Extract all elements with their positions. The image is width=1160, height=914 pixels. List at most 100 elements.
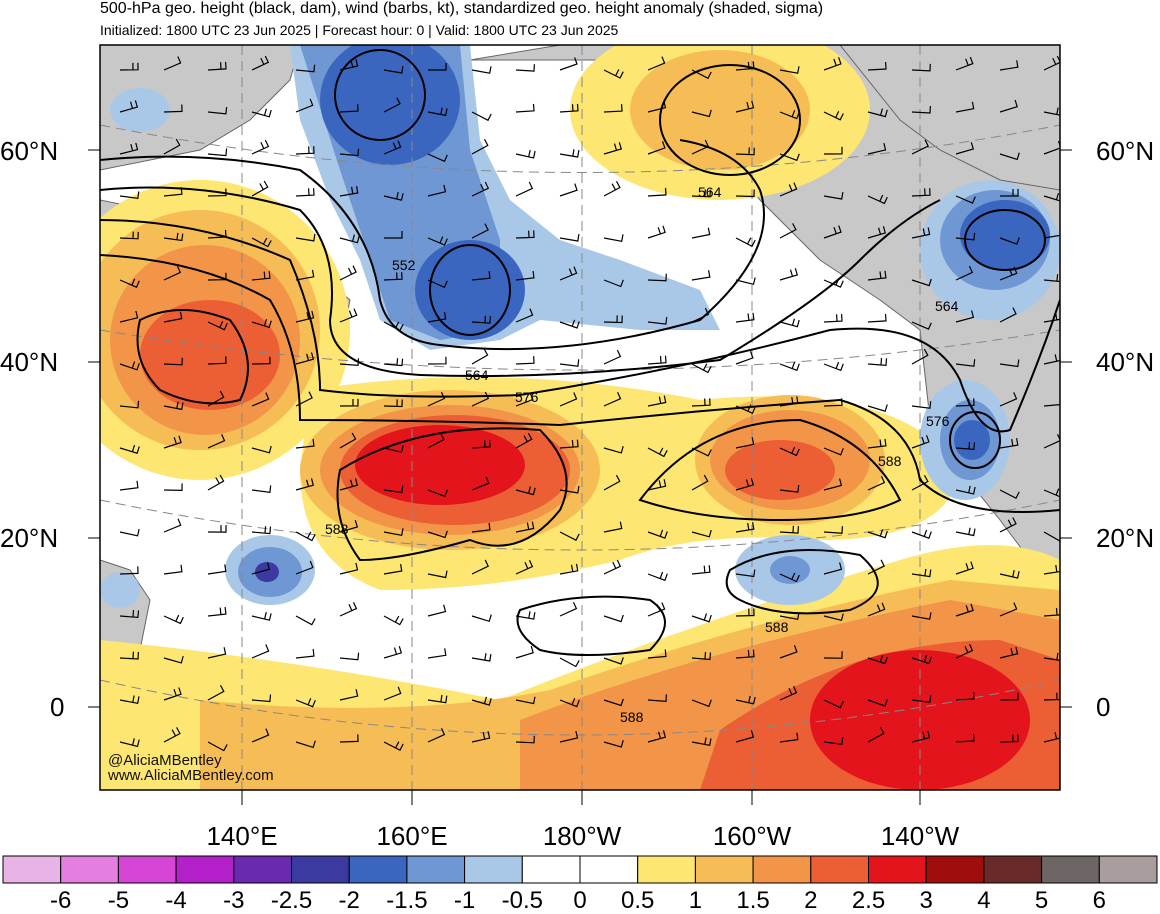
wind-barb: [384, 231, 403, 239]
wind-barb: [339, 148, 360, 157]
wind-barb: [955, 691, 975, 701]
wind-barb: [383, 97, 401, 113]
colorbar-swatch: [694, 855, 754, 884]
wind-barb: [911, 695, 932, 703]
wind-barb: [735, 147, 755, 156]
wind-barb: [911, 227, 931, 239]
wind-barb: [647, 602, 666, 617]
wind-barb: [383, 646, 403, 659]
wind-barb: [559, 485, 580, 494]
wind-barb: [339, 398, 359, 407]
map-subtitle: Initialized: 1800 UTC 23 Jun 2025 | Fore…: [100, 22, 619, 38]
wind-barb: [691, 613, 712, 623]
contour-label: 588: [620, 709, 644, 725]
wind-barb: [867, 404, 888, 412]
wind-barb: [515, 521, 535, 533]
wind-barb: [471, 439, 491, 449]
wind-barb: [119, 695, 140, 704]
wind-barb: [647, 225, 666, 239]
wind-barb: [119, 528, 140, 537]
lat-label-left: 20°N: [0, 523, 59, 553]
wind-barb: [955, 310, 975, 323]
wind-barb: [911, 348, 929, 365]
wind-barb: [339, 562, 359, 575]
wind-barb: [295, 233, 316, 242]
wind-barb: [779, 361, 800, 372]
wind-barb: [295, 478, 315, 491]
wind-barb: [779, 686, 798, 701]
wind-barb: [383, 65, 404, 74]
wind-barb: [295, 269, 315, 281]
wind-barb: [471, 348, 489, 365]
wind-barb: [823, 398, 843, 407]
anomaly-negative: [100, 45, 1060, 608]
wind-barb: [163, 483, 183, 492]
wind-barb: [559, 234, 580, 242]
wind-barb: [735, 277, 756, 286]
wind-barb: [427, 727, 446, 743]
wind-barb: [823, 526, 843, 534]
wind-barb: [691, 139, 710, 155]
wind-barb: [207, 647, 227, 659]
wind-barb: [251, 485, 272, 493]
wind-barb: [515, 230, 535, 239]
wind-barb: [163, 564, 183, 575]
wind-barb: [735, 522, 755, 533]
wind-barb: [691, 565, 711, 575]
wind-barb: [207, 434, 226, 449]
wind-barb: [1043, 608, 1060, 617]
wind-barb: [735, 437, 755, 449]
wind-barb: [515, 270, 535, 281]
wind-barb: [955, 195, 976, 204]
wind-barb: [603, 392, 622, 407]
wind-barb: [339, 308, 358, 323]
colorbar-swatch: [233, 855, 293, 884]
wind-barb: [779, 485, 800, 493]
wind-barb: [779, 153, 800, 162]
wind-barb: [119, 278, 140, 288]
wind-barb: [955, 56, 974, 71]
wind-barb: [647, 100, 667, 113]
wind-barb: [339, 432, 357, 449]
map-frame: [99, 44, 1061, 791]
wind-barb: [251, 271, 271, 281]
colorbar-tick-label: -6: [50, 887, 72, 914]
wind-barb: [603, 104, 623, 113]
lat-label-right: 20°N: [1096, 523, 1155, 553]
colorbar-tick-label: 1.5: [736, 887, 770, 914]
colorbar-tick-label: -5: [107, 887, 130, 914]
wind-barb: [735, 61, 755, 71]
wind-barb: [383, 564, 403, 575]
wind-barb: [383, 399, 403, 408]
wind-barb: [163, 656, 184, 664]
wind-barb: [427, 648, 447, 659]
wind-barb: [867, 142, 887, 155]
wind-barb: [339, 478, 359, 491]
wind-barb: [471, 391, 490, 407]
wind-barb: [999, 60, 1019, 71]
anomaly-positive: [100, 45, 1060, 790]
wind-barb: [339, 234, 360, 244]
wind-barb: [471, 653, 492, 662]
wind-barb: [1043, 488, 1060, 498]
wind-barb: [735, 649, 755, 659]
wind-barb: [735, 312, 755, 323]
wind-barb: [119, 361, 140, 371]
wind-barb: [867, 475, 886, 491]
wind-barb: [559, 57, 578, 71]
wind-barb: [207, 272, 227, 281]
wind-barb: [515, 308, 534, 323]
wind-barb: [867, 438, 887, 449]
wind-barb: [735, 404, 756, 414]
wind-barb: [119, 566, 139, 575]
wind-barb: [779, 396, 799, 407]
colorbar-swatch: [521, 855, 581, 884]
wind-barb: [427, 356, 447, 365]
wind-barb: [955, 265, 974, 281]
wind-barb: [295, 188, 315, 197]
wind-barb: [383, 140, 402, 155]
frame-ticks: [88, 149, 1072, 805]
colorbar-swatch: [983, 855, 1043, 884]
wind-barb: [559, 657, 580, 668]
wind-barb: [647, 694, 667, 702]
